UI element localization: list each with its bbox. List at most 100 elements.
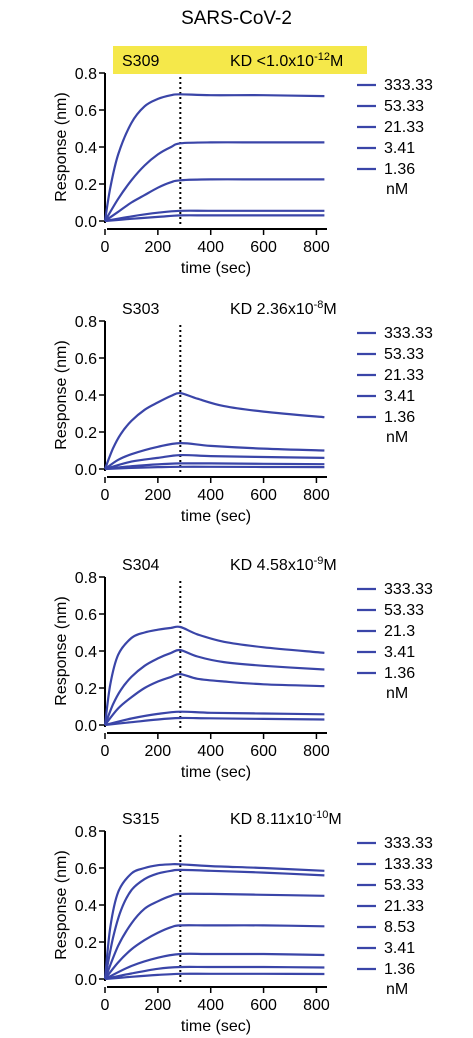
series-curve	[104, 465, 325, 471]
x-tick-label: 600	[250, 743, 277, 760]
x-tick-label: 600	[250, 239, 277, 256]
x-axis-title: time (sec)	[181, 1018, 251, 1035]
y-tick-label: 0.2	[75, 935, 97, 952]
x-axis-title: time (sec)	[181, 764, 251, 781]
legend-label: 133.33	[384, 856, 433, 873]
series-curve	[103, 892, 325, 980]
x-tick-label: 0	[101, 743, 110, 760]
y-tick-label: 0.6	[75, 351, 97, 368]
y-tick-label: 0.4	[75, 898, 97, 915]
figure-title: SARS-CoV-2	[181, 8, 292, 29]
y-axis-title: Response (nm)	[53, 340, 70, 449]
legend-label: 3.41	[384, 940, 415, 957]
x-tick-label: 400	[197, 997, 224, 1014]
series-curve	[103, 648, 325, 726]
legend-label: 3.41	[384, 140, 415, 157]
y-tick-label: 0.6	[75, 607, 97, 624]
y-axis-title: Response (nm)	[53, 850, 70, 959]
x-axis-title: time (sec)	[181, 508, 251, 525]
series-curve	[104, 453, 325, 471]
legend-label: 333.33	[384, 835, 433, 852]
x-tick-label: 600	[250, 997, 277, 1014]
highlight-box	[113, 46, 367, 74]
x-tick-label: 600	[250, 487, 277, 504]
kd-label: KD 8.11x10-10M	[230, 809, 342, 828]
y-tick-label: 0.2	[75, 425, 97, 442]
legend-unit: nM	[386, 981, 408, 998]
y-tick-label: 0.6	[75, 861, 97, 878]
legend-label: 333.33	[384, 325, 433, 342]
x-tick-label: 800	[303, 743, 330, 760]
legend-label: 333.33	[384, 581, 433, 598]
y-tick-label: 0.0	[75, 718, 97, 735]
y-tick-label: 0.4	[75, 388, 97, 405]
series-curve	[104, 462, 325, 471]
chart-panel-s304: S304 KD 4.58x10-9M 0.0 0.2 0.4 0.6 0.8 0 200 400 6…	[53, 555, 433, 781]
x-tick-label: 400	[197, 239, 224, 256]
legend-unit: nM	[386, 429, 408, 446]
x-tick-label: 800	[303, 239, 330, 256]
series-curve	[103, 863, 325, 980]
x-tick-label: 800	[303, 997, 330, 1014]
series-curve	[103, 391, 325, 470]
x-tick-label: 200	[145, 743, 172, 760]
chart-panel-s303: S303 KD 2.36x10-8M 0.0 0.2 0.4 0.6 0.8 0 200 400 6…	[53, 299, 433, 525]
legend-label: 53.33	[384, 98, 424, 115]
antibody-label: S309	[122, 53, 159, 70]
series-curve	[104, 441, 325, 470]
legend-label: 333.33	[384, 77, 433, 94]
y-tick-label: 0.2	[75, 681, 97, 698]
legend-label: 53.33	[384, 602, 424, 619]
series-curve	[104, 710, 325, 727]
x-tick-label: 200	[145, 487, 172, 504]
legend-label: 1.36	[384, 961, 415, 978]
y-tick-label: 0.0	[75, 462, 97, 479]
y-tick-label: 0.0	[75, 214, 97, 231]
x-tick-label: 0	[101, 239, 110, 256]
series-curve	[103, 625, 325, 726]
series-curve	[103, 868, 325, 980]
series-curve	[104, 952, 325, 980]
y-tick-label: 0.8	[75, 570, 97, 587]
series-curve	[104, 716, 325, 727]
series-curve	[104, 141, 325, 222]
legend-label: 1.36	[384, 409, 415, 426]
x-tick-label: 400	[197, 743, 224, 760]
x-tick-label: 200	[145, 239, 172, 256]
y-axis-title: Response (nm)	[53, 92, 70, 201]
legend-label: 53.33	[384, 877, 424, 894]
legend-label: 21.33	[384, 898, 424, 915]
series-curve	[104, 672, 325, 726]
chart-panel-s315: S315 KD 8.11x10-10M 0.0 0.2 0.4 0.6 0.8 0 200 400…	[53, 809, 433, 1035]
series-curve	[104, 178, 325, 222]
legend-label: 21.3	[384, 623, 415, 640]
series-curve	[104, 965, 325, 981]
legend-label: 1.36	[384, 161, 415, 178]
y-tick-label: 0.8	[75, 314, 97, 331]
kd-label: KD <1.0x10-12M	[230, 51, 343, 70]
x-tick-label: 200	[145, 997, 172, 1014]
kd-label: KD 4.58x10-9M	[230, 555, 337, 574]
y-tick-label: 0.8	[75, 824, 97, 841]
y-tick-label: 0.8	[75, 66, 97, 83]
x-tick-label: 0	[101, 997, 110, 1014]
y-tick-label: 0.0	[75, 972, 97, 989]
legend-label: 3.41	[384, 388, 415, 405]
legend-label: 53.33	[384, 346, 424, 363]
antibody-label: S303	[122, 301, 159, 318]
chart-panel-s309: S309 KD <1.0x10-12M 0.0 0.2 0.4 0.6 0.8 0 200 400…	[53, 46, 433, 277]
legend-label: 8.53	[384, 919, 415, 936]
x-tick-label: 800	[303, 487, 330, 504]
kd-label: KD 2.36x10-8M	[230, 299, 337, 318]
series-curve	[104, 214, 325, 223]
legend-label: 3.41	[384, 644, 415, 661]
x-tick-label: 400	[197, 487, 224, 504]
y-tick-label: 0.6	[75, 103, 97, 120]
legend-label: 21.33	[384, 367, 424, 384]
series-curve	[104, 924, 325, 980]
y-tick-label: 0.4	[75, 644, 97, 661]
series-curve	[104, 972, 325, 981]
legend-unit: nM	[386, 181, 408, 198]
x-axis-title: time (sec)	[181, 260, 251, 277]
